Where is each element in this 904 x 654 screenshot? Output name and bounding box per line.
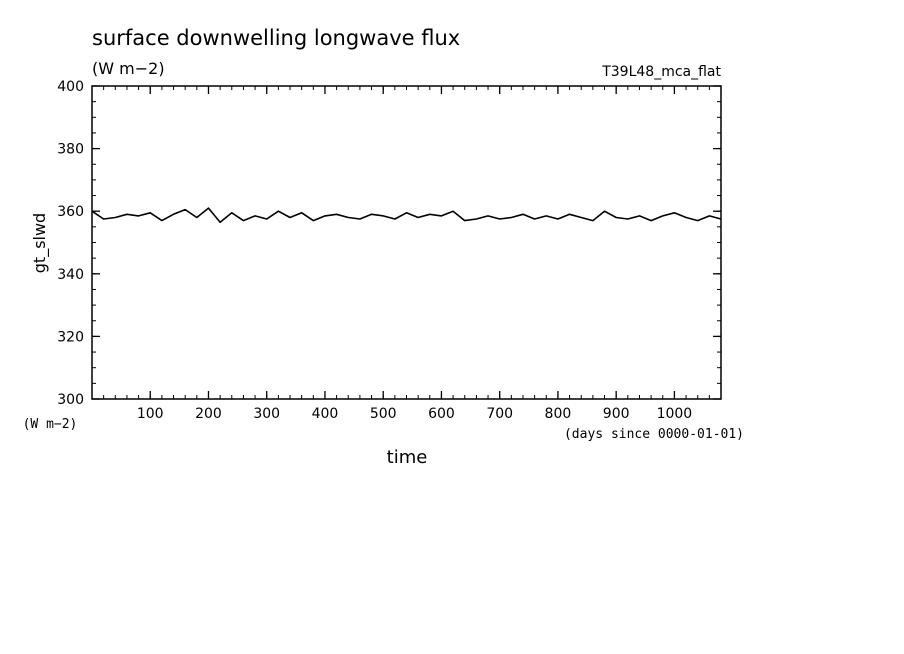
y-tick-labels: 300 320 340 360 380 400 — [57, 79, 84, 408]
x-tick-labels: 100 200 300 400 500 600 700 800 900 1000 — [137, 406, 692, 422]
x-tick-label: 600 — [428, 406, 455, 422]
x-tick-label: 200 — [195, 406, 222, 422]
x-axis-units: (days since 0000-01-01) — [564, 427, 744, 442]
x-tick-label: 400 — [312, 406, 339, 422]
x-tick-label: 1000 — [657, 406, 693, 422]
x-tick-label: 500 — [370, 406, 397, 422]
series-line — [91, 207, 722, 223]
y-tick-label: 320 — [57, 329, 84, 345]
axis-ticks — [92, 85, 721, 400]
x-tick-label: 300 — [253, 406, 280, 422]
y-tick-label: 360 — [57, 204, 84, 220]
x-tick-label: 700 — [486, 406, 513, 422]
y-tick-label: 400 — [57, 79, 84, 95]
plot-frame — [91, 85, 722, 400]
chart-subtitle: (W m−2) — [92, 59, 165, 78]
x-tick-label: 800 — [545, 406, 572, 422]
chart-title: surface downwelling longwave flux — [92, 26, 460, 50]
y-tick-label: 300 — [57, 392, 84, 408]
x-tick-label: 100 — [137, 406, 164, 422]
run-label: T39L48_mca_flat — [601, 64, 721, 80]
x-axis-label: time — [387, 447, 428, 468]
y-tick-label: 380 — [57, 142, 84, 158]
y-tick-label: 340 — [57, 267, 84, 283]
y-axis-label: gt_slwd — [30, 213, 50, 273]
x-tick-label: 900 — [603, 406, 630, 422]
y-axis-units: (W m−2) — [23, 417, 78, 432]
